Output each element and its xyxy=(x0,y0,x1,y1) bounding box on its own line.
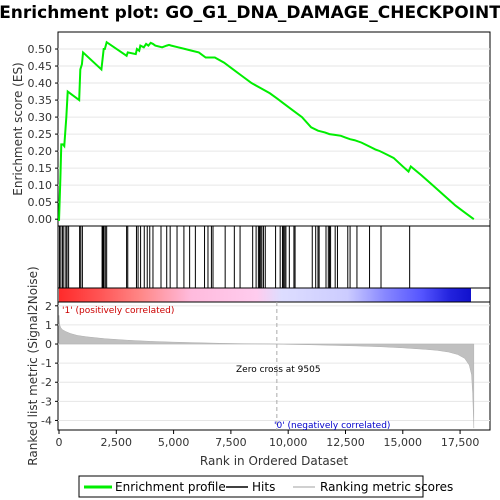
es-y-tick-label: 0.45 xyxy=(28,60,53,73)
zero-cross-label: Zero cross at 9505 xyxy=(236,365,321,375)
es-y-axis: 0.00 0.05 0.10 0.15 0.20 0.25 0.30 0.35 0.40 0.45… xyxy=(28,43,58,226)
x-axis: 0 2,500 5,000 7,500 10,000 12,500 15,000 17,500 xyxy=(56,430,480,449)
ranked-y-tick-label: -2 xyxy=(41,376,52,389)
es-y-tick-label: 0.20 xyxy=(28,145,53,158)
positive-correlation-label: '1' (positively correlated) xyxy=(62,306,174,316)
negative-correlation-label: '0' (negatively correlated) xyxy=(274,421,390,431)
ranked-y-tick-label: 1 xyxy=(45,319,52,332)
x-tick-label: 5,000 xyxy=(158,436,190,449)
x-tick-label: 0 xyxy=(56,436,63,449)
x-tick-label: 10,000 xyxy=(269,436,308,449)
ranked-y-tick-label: -3 xyxy=(41,395,52,408)
es-gridlines xyxy=(58,48,490,220)
es-y-tick-label: 0.30 xyxy=(28,111,53,124)
ranked-y-axis: 2 1 0 -1 -2 -3 -4 xyxy=(41,300,58,427)
hit-markers xyxy=(58,226,411,288)
es-y-tick-label: 0.25 xyxy=(28,128,53,141)
x-tick-label: 2,500 xyxy=(101,436,133,449)
es-y-axis-label: Enrichment score (ES) xyxy=(11,62,25,195)
rank-colorbar xyxy=(57,287,491,303)
x-tick-label: 12,500 xyxy=(326,436,365,449)
legend-box xyxy=(78,475,424,498)
ranked-plot-frame xyxy=(57,301,491,431)
chart-title: Enrichment plot: GO_G1_DNA_DAMAGE_CHECKP… xyxy=(0,3,500,23)
legend-enrichment-label: Enrichment profile xyxy=(115,480,226,494)
ranked-y-tick-label: 0 xyxy=(45,338,52,351)
es-y-tick-label: 0.00 xyxy=(28,213,53,226)
enrichment-profile-line xyxy=(58,40,475,221)
legend: Enrichment profile Hits Ranking metric s… xyxy=(78,475,453,498)
es-y-tick-label: 0.50 xyxy=(28,43,53,56)
rank-gradient xyxy=(59,288,471,302)
legend-hits-label: Hits xyxy=(252,480,275,494)
ranked-metric-panel: 210-1-2-3-4 '1' (positively correlated) … xyxy=(26,266,491,466)
hits-panel xyxy=(57,225,491,289)
x-tick-label: 15,000 xyxy=(384,436,423,449)
x-tick-label: 17,500 xyxy=(441,436,480,449)
x-tick-label: 7,500 xyxy=(215,436,247,449)
ranked-y-tick-label: -1 xyxy=(41,357,52,370)
x-axis-label: Rank in Ordered Dataset xyxy=(200,454,348,468)
ranked-y-tick-label: -4 xyxy=(41,414,52,427)
ranked-y-tick-label: 2 xyxy=(45,300,52,313)
es-y-tick-label: 0.05 xyxy=(28,196,53,209)
es-plot-frame xyxy=(57,31,491,227)
legend-ranking-label: Ranking metric scores xyxy=(320,480,453,494)
es-y-tick-label: 0.15 xyxy=(28,162,53,175)
ranked-y-axis-label: Ranked list metric (Signal2Noise) xyxy=(26,266,40,465)
es-panel: 0.00 0.05 0.10 0.15 0.20 0.25 0.30 0.35 0.40 0.45… xyxy=(11,31,491,227)
es-y-tick-label: 0.10 xyxy=(28,179,53,192)
es-y-tick-label: 0.40 xyxy=(28,77,53,90)
es-y-tick-label: 0.35 xyxy=(28,94,53,107)
hits-frame xyxy=(57,225,491,289)
